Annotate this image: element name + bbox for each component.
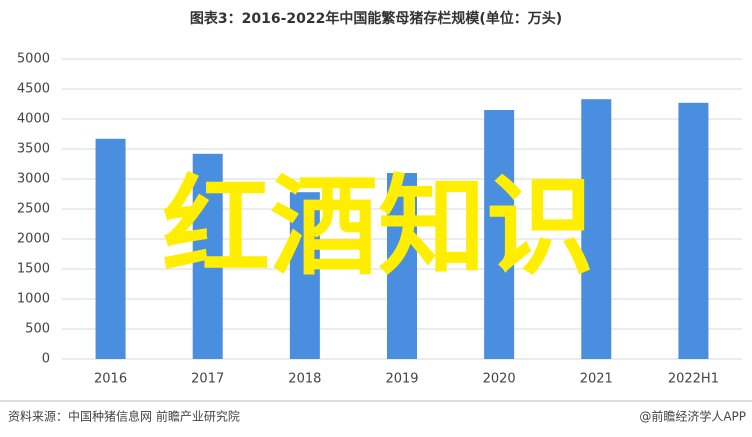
x-tick-label: 2017	[191, 372, 224, 387]
y-tick-label: 2500	[17, 202, 50, 217]
y-tick-label: 1000	[17, 292, 50, 307]
x-tick-label: 2020	[483, 372, 516, 387]
bar	[581, 99, 612, 359]
y-tick-label: 4500	[17, 82, 50, 97]
credit: @前瞻经济学人APP	[639, 409, 746, 424]
y-tick-label: 2000	[17, 232, 50, 247]
bar	[484, 110, 515, 359]
chart-title: 图表3：2016-2022年中国能繁母猪存栏规模(单位：万头)	[190, 10, 562, 27]
plot-area: 0 500 1000 1500 2000 2500 3000 3500 4000 4500 5000…	[17, 52, 742, 387]
bar	[387, 173, 417, 359]
x-tick-label: 2021	[580, 372, 613, 387]
y-tick-label: 3000	[17, 172, 50, 187]
bar	[678, 102, 709, 360]
x-tick-label: 2018	[288, 372, 321, 387]
y-tick-label: 0	[42, 352, 50, 367]
bar	[95, 138, 126, 359]
x-tick-label: 2016	[94, 372, 127, 387]
source-note: 资料来源：中国种猪信息网 前瞻产业研究院	[8, 409, 240, 424]
x-tick-label: 2019	[385, 372, 418, 387]
y-tick-label: 5000	[17, 52, 50, 67]
y-tick-label: 500	[25, 322, 50, 337]
y-tick-label: 3500	[17, 142, 50, 157]
bar	[192, 153, 223, 359]
y-tick-label: 4000	[17, 112, 50, 127]
bar	[289, 192, 320, 359]
x-tick-label: 2022H1	[668, 372, 719, 387]
overlay-text: 红酒知识	[162, 165, 594, 290]
y-tick-label: 1500	[17, 262, 50, 277]
